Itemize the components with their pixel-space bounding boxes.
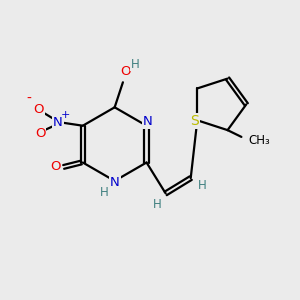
- Text: S: S: [190, 114, 199, 128]
- Text: +: +: [60, 110, 70, 120]
- Text: H: H: [197, 179, 206, 192]
- Text: O: O: [33, 103, 44, 116]
- Text: -: -: [27, 92, 32, 106]
- Text: N: N: [143, 115, 153, 128]
- Text: N: N: [53, 116, 63, 129]
- Text: O: O: [35, 127, 45, 140]
- Text: O: O: [50, 160, 61, 173]
- Text: H: H: [131, 58, 140, 70]
- Text: O: O: [120, 65, 130, 79]
- Text: N: N: [110, 176, 119, 189]
- Text: H: H: [153, 198, 162, 211]
- Text: H: H: [100, 186, 109, 199]
- Text: CH₃: CH₃: [248, 134, 270, 147]
